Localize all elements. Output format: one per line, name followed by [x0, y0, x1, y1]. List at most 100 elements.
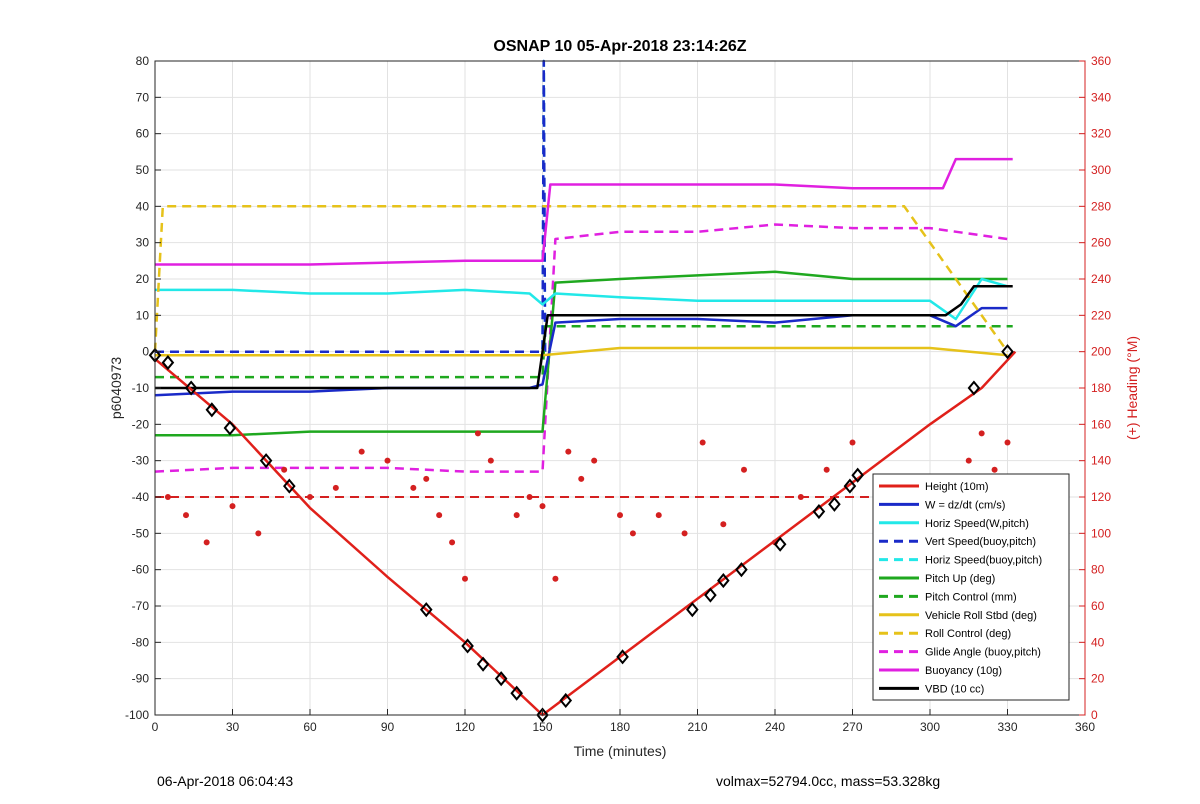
plot-area: [148, 59, 1017, 723]
x-tick-label: 30: [226, 720, 240, 734]
y-tick-label: -100: [125, 708, 149, 722]
x-tick-label: 60: [303, 720, 317, 734]
heading-point: [797, 494, 804, 500]
diamond-marker: [843, 478, 857, 494]
series-line-pitch-up: [155, 270, 1008, 437]
y2-tick-label: 160: [1091, 417, 1111, 431]
y2-tick-label: 40: [1091, 635, 1105, 649]
heading-point: [513, 512, 520, 519]
diamond-marker: [419, 602, 433, 618]
y2-tick-label: 360: [1091, 54, 1111, 68]
heading-point: [183, 512, 189, 519]
y-tick-label: -60: [132, 563, 150, 577]
heading-point: [655, 512, 662, 519]
heading-point: [203, 539, 210, 546]
series-line-glide-angle: [154, 223, 1008, 473]
y2-tick-label: 120: [1091, 490, 1111, 504]
series-line-pitch-control: [155, 324, 1013, 379]
series-line-vbd: [155, 285, 1013, 390]
diamond-marker: [967, 380, 981, 396]
y-tick-label: 70: [136, 90, 150, 104]
x-tick-label: 330: [997, 720, 1017, 734]
y2-tick-label: 240: [1091, 272, 1111, 286]
heading-point: [436, 512, 443, 519]
y2-tick-label: 140: [1091, 454, 1111, 468]
y-tick-label: -10: [132, 381, 150, 395]
diamond-marker: [205, 402, 219, 418]
heading-point: [487, 457, 494, 464]
diamond-marker: [510, 685, 523, 701]
diamond-marker: [735, 562, 748, 578]
diamond-marker: [828, 496, 841, 512]
diamond-marker: [461, 638, 474, 654]
heading-point: [423, 475, 430, 482]
y-tick-label: -50: [132, 526, 150, 540]
heading-point: [384, 457, 391, 464]
diamond-marker: [704, 587, 717, 603]
diamond-marker: [812, 503, 826, 520]
diamond-marker: [476, 656, 490, 672]
y2-tick-label: 220: [1091, 308, 1111, 322]
legend-label: Height (10m): [925, 481, 989, 493]
heading-point: [307, 494, 313, 500]
heading-point: [681, 530, 688, 537]
diamond-marker: [686, 602, 699, 618]
y2-tick-label: 340: [1091, 90, 1111, 104]
diamond-marker: [773, 536, 787, 552]
legend-label: Vehicle Roll Stbd (deg): [925, 610, 1037, 622]
y-tick-label: 50: [136, 163, 150, 177]
y-tick-label: 0: [142, 345, 149, 359]
y2-tick-label: 60: [1091, 599, 1105, 613]
legend-label: W = dz/dt (cm/s): [925, 499, 1005, 511]
heading-point: [552, 575, 559, 582]
x-tick-label: 300: [920, 720, 940, 734]
heading-point: [1004, 439, 1011, 446]
diamond-marker: [851, 467, 864, 483]
y2-tick-label: 20: [1091, 672, 1105, 686]
series-line-roll: [155, 346, 1008, 357]
diamond-marker: [717, 573, 730, 589]
legend-label: Roll Control (deg): [925, 628, 1011, 640]
y-tick-label: -90: [132, 672, 150, 686]
legend-box: [872, 473, 1070, 701]
heading-point: [699, 439, 706, 446]
legend-label: Horiz Speed(buoy,pitch): [925, 555, 1042, 567]
legend: Height (10m) W = dz/dt (cm/s) Horiz Speed(…: [872, 473, 1070, 701]
y2-axis-label: (+) Heading (°M): [1124, 336, 1140, 440]
chart-title: OSNAP 10 05-Apr-2018 23:14:26Z: [493, 38, 746, 55]
legend-label: Vert Speed(buoy,pitch): [925, 536, 1036, 548]
heading-point: [164, 494, 171, 500]
legend-label: Glide Angle (buoy,pitch): [925, 647, 1041, 659]
x-tick-label: 180: [610, 720, 630, 734]
diamond-marker: [536, 707, 549, 723]
y-tick-label: 10: [136, 308, 150, 322]
y-tick-label: -80: [132, 635, 150, 649]
heading-point: [410, 484, 417, 491]
y2-tick-label: 260: [1091, 236, 1111, 250]
y-tick-label: 20: [136, 272, 150, 286]
y-tick-label: 30: [136, 236, 150, 250]
y2-tick-label: 320: [1091, 127, 1111, 141]
y-tick-label: 80: [136, 54, 150, 68]
legend-label: Horiz Speed(W,pitch): [925, 518, 1029, 530]
heading-point: [539, 503, 546, 510]
y2-tick-label: 180: [1091, 381, 1111, 395]
series-line-horiz-speed-w: [155, 277, 1008, 321]
diamond-marker: [616, 649, 629, 665]
x-tick-label: 90: [381, 720, 395, 734]
y2-tick-label: 280: [1091, 199, 1111, 213]
heading-point: [281, 466, 288, 473]
heading-point: [591, 457, 598, 464]
diamond-marker: [494, 671, 508, 687]
series-line-roll-control: [153, 205, 1009, 353]
heading-point: [578, 475, 585, 482]
x-tick-label: 210: [687, 720, 707, 734]
x-tick-label: 0: [152, 720, 159, 734]
heading-point: [358, 448, 365, 455]
heading-point: [965, 457, 972, 464]
series-line-height: [154, 350, 1017, 717]
legend-label: Pitch Control (mm): [925, 591, 1017, 603]
y-axis-label: p6040973: [108, 357, 124, 420]
heading-point: [991, 466, 998, 473]
heading-point: [474, 430, 481, 437]
